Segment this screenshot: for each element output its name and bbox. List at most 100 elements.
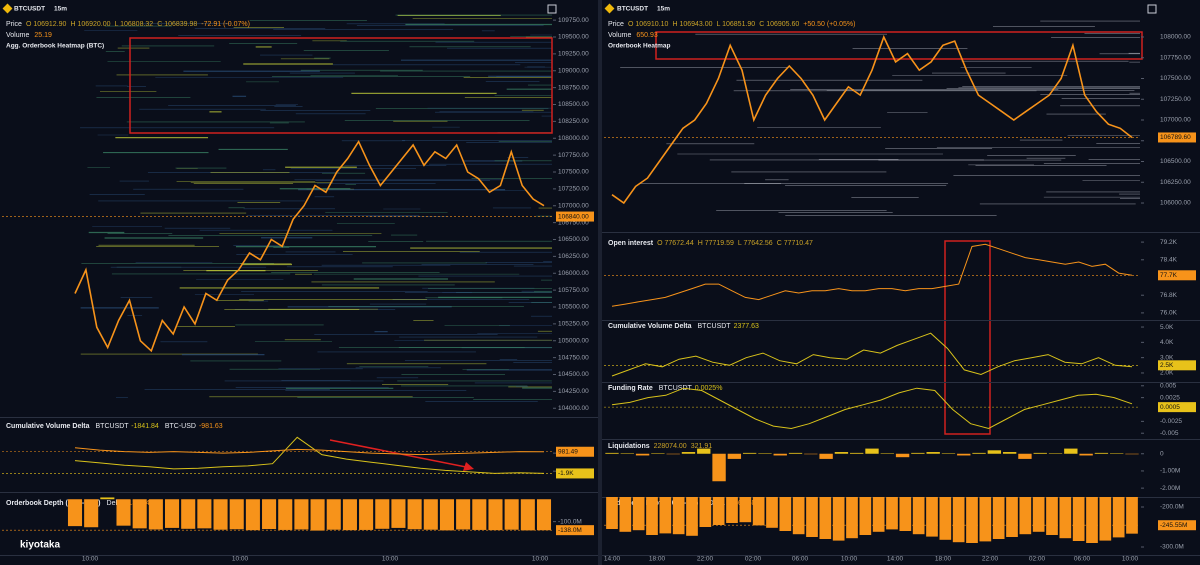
y-tick-label: -0.005 [1160,430,1179,437]
bar [651,453,665,454]
bar [504,499,519,530]
legend-item: H 106943.00 [672,21,712,28]
bar [229,499,244,530]
legend-item: O 106910.10 [628,21,669,28]
legend-item: 25.19 [34,32,52,39]
x-tick-label: 18:00 [649,556,666,563]
x-tick-label: 10:00 [232,556,249,563]
legend-item: Volume [608,32,631,39]
title: Orderbook Depth ( 0% - 5% ) [6,500,101,507]
series-name: BTCUSDT [96,423,130,430]
last-value-label: 106840.00 [558,213,589,220]
y-tick-label: 105500.00 [558,304,589,311]
bar [846,497,858,539]
bar [850,452,864,454]
last-value-tag [1158,132,1196,143]
title: Funding Rate [608,385,653,392]
title: Open interest [608,240,654,247]
series-value: 2377.63 [734,323,759,330]
y-tick-label: 106250.00 [558,253,589,260]
bar [342,499,357,531]
y-tick-label: 105250.00 [558,321,589,328]
series-value: 0.0025% [695,385,723,392]
interval[interactable]: 15m [657,6,670,13]
series-name: BTCUSDT [698,323,732,330]
exchange-icon [604,3,615,14]
volume-legend: Volume 650.93 [608,32,658,39]
bar [84,499,99,528]
bar [773,453,787,456]
last-value-tag [1158,520,1196,531]
legend-item: L 106808.32 [115,21,154,28]
legend-item: Price [608,21,624,28]
bar [456,499,471,530]
bar [605,452,619,454]
legend-item: C 106905.60 [759,21,799,28]
y-tick-label: 106500.00 [558,236,589,243]
x-tick-label: 14:00 [604,556,621,563]
fullscreen-button[interactable] [1147,4,1157,14]
bar [758,453,772,454]
last-value-label: 77.7K [1160,272,1178,279]
bar [672,497,685,535]
bar [620,453,634,454]
bar [294,499,309,530]
last-value-label: 981.49 [558,448,578,455]
bar [100,497,115,500]
y-tick-label: 3.0K [1160,354,1174,361]
bar [739,497,752,523]
y-tick-label: 108250.00 [558,118,589,125]
series-line [611,34,1133,205]
y-tick-label: 108000.00 [558,135,589,142]
bar [1099,497,1112,541]
arrow-head [463,462,474,471]
x-tick-label: 10:00 [1122,556,1139,563]
panel-title: Cumulative Volume Delta BTCUSDT 2377.63 [608,323,759,330]
bar [407,499,422,530]
bar [779,497,792,531]
title: Cumulative Volume Delta [608,323,692,330]
bar [926,452,940,454]
bar [423,499,438,530]
bar [116,499,131,526]
panel-title: Funding Rate BTCUSDT 0.0025% [608,385,722,392]
series-value: -1841.84 [131,423,159,430]
bar [1086,497,1098,543]
bar [952,497,965,543]
legend-item: L 106851.90 [717,21,756,28]
series-name: BTCUSDT [659,385,693,392]
y-tick-label: 105000.00 [558,337,589,344]
bar [310,499,325,531]
title: Liquidations [608,443,650,450]
y-tick-label: 2.0K [1160,370,1174,377]
y-tick-label: 78.4K [1160,257,1178,264]
volume-legend: Volume 25.19 [6,32,52,39]
series-line [611,243,1133,307]
y-tick-label: 104000.00 [558,405,589,412]
bar [1110,453,1124,454]
symbol[interactable]: BTCUSDT [617,6,648,13]
series-value: -981.63 [199,423,223,430]
series-line [74,447,545,456]
panel-title: Cumulative Volume Delta BTCUSDT -1841.84 BT… [6,423,223,430]
bar [806,497,818,537]
bar [659,497,672,534]
bar [899,497,912,531]
y-tick-label: -100.0M [558,518,582,525]
heatmap [80,14,1140,402]
last-value-tag [1158,402,1196,413]
interval[interactable]: 15m [54,6,67,13]
y-tick-label: 108500.00 [558,101,589,108]
legend-item: -72.91 (-0.07%) [201,21,250,28]
fullscreen-button[interactable] [547,4,557,14]
symbol[interactable]: BTCUSDT [14,6,45,13]
legend-item: +50.50 (+0.05%) [803,21,855,28]
bar [245,499,260,531]
y-tick-label: 106000.00 [1160,200,1191,207]
y-tick-label: 108000.00 [1160,34,1191,41]
bar [1126,497,1138,534]
y-tick-label: 107500.00 [1160,75,1191,82]
bar [819,453,833,459]
legend-item: 321.91 [691,443,713,450]
legend-item: H 106920.00 [70,21,110,28]
